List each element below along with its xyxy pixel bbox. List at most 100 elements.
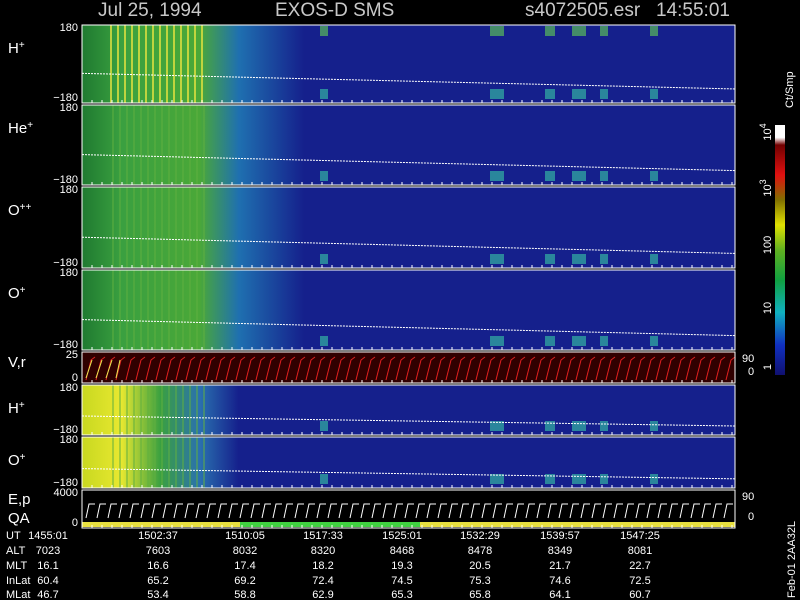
cell: 58.8 — [234, 589, 255, 600]
panel-label-text: H — [8, 40, 19, 57]
cell: 1502:37 — [138, 530, 178, 542]
stripe — [133, 187, 135, 268]
burst — [650, 421, 658, 431]
stripe — [154, 187, 156, 268]
cell: 65.8 — [469, 589, 490, 600]
stripe — [119, 270, 121, 350]
burst — [650, 254, 658, 264]
angle-trace — [81, 154, 736, 172]
cell: 1532:29 — [460, 530, 500, 542]
stripe — [147, 105, 149, 185]
burst — [650, 474, 658, 484]
stripe — [119, 187, 121, 268]
cell: 8081 — [628, 545, 652, 557]
panel-label: H+ — [8, 40, 25, 58]
stripe — [110, 25, 112, 103]
stripe — [154, 385, 156, 435]
panel-frame — [81, 436, 736, 489]
burst — [320, 421, 328, 431]
stripe — [168, 105, 170, 185]
stripe — [119, 437, 121, 488]
stripe — [133, 437, 135, 488]
stripe — [203, 105, 205, 185]
colorbar-unit: Ct/Smp — [784, 71, 796, 108]
panel-label-text: H — [8, 400, 19, 417]
right-axis-top: 90 — [742, 353, 754, 365]
stripe — [168, 437, 170, 488]
file: s4072505.esr — [525, 0, 641, 21]
axis-bottom: −180 — [53, 477, 78, 489]
row-label: MLT — [6, 560, 27, 572]
cell: 60.4 — [37, 575, 58, 587]
burst — [490, 254, 504, 264]
burst — [320, 336, 328, 346]
panel — [82, 105, 735, 185]
panel-frame — [81, 269, 736, 351]
cell: 1455:01 — [28, 530, 68, 542]
stripe — [126, 437, 128, 488]
panel-label: H+ — [8, 400, 25, 418]
cell: 16.6 — [147, 560, 168, 572]
axis-bottom: −180 — [53, 92, 78, 104]
right-axis-top: 90 — [742, 491, 754, 503]
stripe — [196, 437, 198, 488]
burst — [650, 336, 658, 346]
panel-label: O+ — [8, 452, 26, 470]
cell: 65.3 — [391, 589, 412, 600]
stripe — [166, 25, 168, 103]
stripe — [203, 187, 205, 268]
angle-trace — [81, 468, 736, 480]
cell: 1547:25 — [620, 530, 660, 542]
stripe — [154, 270, 156, 350]
stripe — [133, 270, 135, 350]
burst — [600, 474, 608, 484]
stripe — [175, 437, 177, 488]
stripe — [112, 270, 114, 350]
panel-label-sup: + — [19, 400, 25, 411]
burst — [320, 254, 328, 264]
stripe — [196, 187, 198, 268]
colorbar-label: 100 — [762, 236, 774, 254]
burst — [650, 26, 658, 36]
stripe — [161, 270, 163, 350]
panel-label: V,r — [8, 354, 26, 371]
stripe — [119, 385, 121, 435]
angle-trace — [81, 72, 736, 90]
panel-label-text: O — [8, 202, 20, 219]
burst — [490, 474, 504, 484]
burst — [320, 26, 328, 36]
stripe — [126, 385, 128, 435]
stripe — [189, 437, 191, 488]
axis-top: 180 — [60, 22, 78, 34]
stripe — [182, 270, 184, 350]
stripe — [117, 25, 119, 103]
velocity-trace — [85, 359, 121, 379]
stripe — [161, 437, 163, 488]
panel — [82, 352, 735, 383]
stripe — [196, 270, 198, 350]
cell: 1510:05 — [225, 530, 265, 542]
stripe — [175, 105, 177, 185]
burst — [320, 474, 328, 484]
burst — [572, 336, 586, 346]
axis-top: 180 — [60, 382, 78, 394]
stripe — [124, 25, 126, 103]
cell: 1517:33 — [303, 530, 343, 542]
stripe — [175, 187, 177, 268]
axis-bottom: −180 — [53, 174, 78, 186]
burst — [545, 474, 555, 484]
colorbar-label-sup: 3 — [758, 179, 768, 184]
cell: 1539:57 — [540, 530, 580, 542]
cell: 62.9 — [312, 589, 333, 600]
stripe — [112, 105, 114, 185]
panel — [82, 270, 735, 350]
colorbar-label: 104 — [758, 123, 774, 140]
stripe — [187, 25, 189, 103]
burst — [600, 254, 608, 264]
panel — [82, 490, 735, 528]
axis-bottom: −180 — [53, 257, 78, 269]
burst — [572, 421, 586, 431]
burst — [545, 421, 555, 431]
right-axis-bottom: 0 — [748, 366, 754, 378]
panel-label-text: O — [8, 285, 20, 302]
